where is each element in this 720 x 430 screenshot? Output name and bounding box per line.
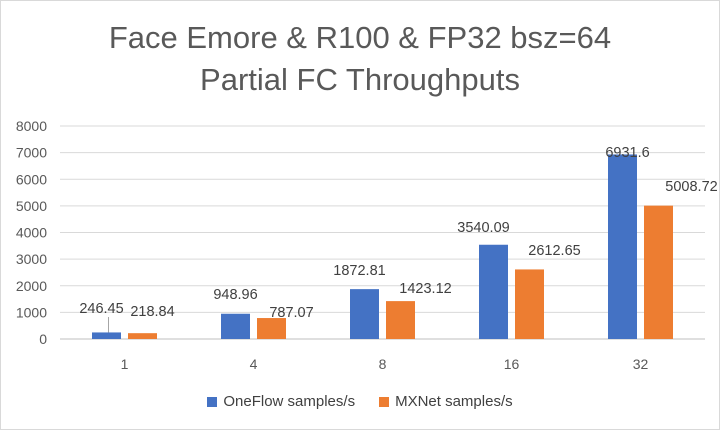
data-label-oneflow: 1872.81 [333, 263, 385, 279]
legend-item-mxnet: MXNet samples/s [379, 393, 513, 410]
legend-swatch-mxnet [379, 396, 390, 407]
data-label-oneflow: 948.96 [213, 287, 257, 303]
data-label-oneflow: 3540.09 [457, 220, 509, 236]
y-tick-label: 1000 [16, 304, 47, 320]
x-tick-label: 1 [121, 356, 129, 372]
legend-swatch-oneflow [207, 396, 218, 407]
y-tick-label: 2000 [16, 278, 47, 294]
bar-mxnet [644, 205, 673, 339]
x-tick-label: 4 [250, 356, 258, 372]
bar-mxnet [257, 318, 286, 339]
bar-oneflow [479, 244, 508, 339]
y-tick-label: 6000 [16, 171, 47, 187]
x-tick-label: 8 [379, 356, 387, 372]
bar-oneflow [608, 154, 637, 339]
y-tick-label: 0 [39, 331, 47, 347]
data-label-mxnet: 5008.72 [665, 179, 717, 195]
y-tick-label: 7000 [16, 145, 47, 161]
x-tick-label: 16 [504, 356, 520, 372]
data-label-oneflow: 246.45 [79, 301, 123, 317]
data-label-mxnet: 218.84 [130, 304, 174, 320]
x-tick-label: 32 [633, 356, 649, 372]
y-tick-label: 8000 [16, 118, 47, 134]
bar-oneflow [221, 313, 250, 339]
chart-title-line-1: Face Emore & R100 & FP32 bsz=64 [108, 20, 612, 55]
legend-label-mxnet: MXNet samples/s [395, 393, 513, 410]
legend: OneFlow samples/s MXNet samples/s [0, 393, 720, 410]
y-tick-label: 4000 [16, 225, 47, 241]
bar-oneflow [92, 332, 121, 339]
y-tick-label: 5000 [16, 198, 47, 214]
bar-mxnet [128, 333, 157, 339]
legend-item-oneflow: OneFlow samples/s [207, 393, 355, 410]
bar-oneflow [350, 289, 379, 339]
data-label-oneflow: 6931.6 [605, 145, 649, 161]
data-label-mxnet: 787.07 [269, 305, 313, 321]
bar-mxnet [386, 301, 415, 339]
data-label-mxnet: 2612.65 [528, 243, 580, 259]
data-label-mxnet: 1423.12 [399, 281, 451, 297]
bar-mxnet [515, 269, 544, 339]
legend-label-oneflow: OneFlow samples/s [223, 393, 356, 410]
y-tick-label: 3000 [16, 251, 47, 267]
chart-title-line-2: Partial FC Throughputs [200, 62, 520, 97]
